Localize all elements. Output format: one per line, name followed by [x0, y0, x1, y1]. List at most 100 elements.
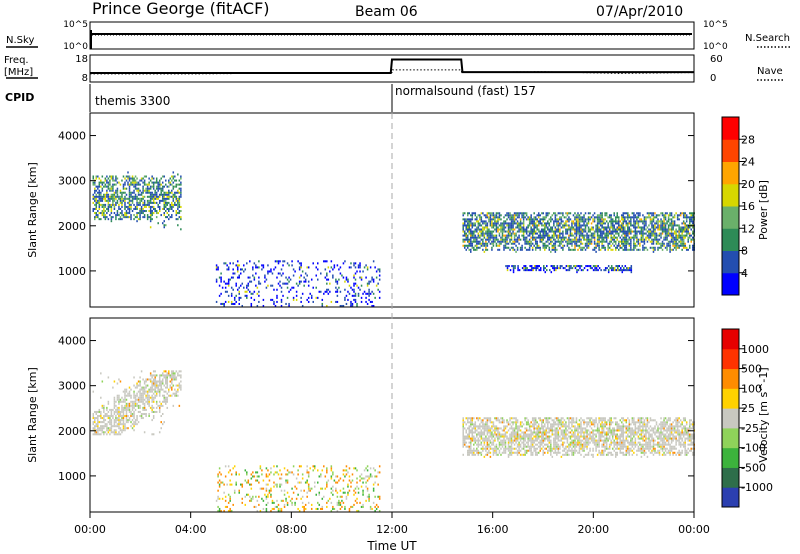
data-cell [152, 396, 155, 399]
data-cell [365, 475, 367, 478]
data-cell [368, 497, 370, 500]
data-cell [350, 485, 352, 488]
data-cell [267, 483, 269, 486]
data-cell [598, 214, 600, 217]
data-cell [310, 503, 313, 506]
data-cell [255, 479, 257, 482]
data-cell [227, 501, 230, 504]
data-cell [474, 441, 477, 444]
data-cell [470, 451, 472, 454]
data-cell [491, 230, 493, 233]
data-cell [124, 423, 126, 426]
data-cell [524, 216, 526, 219]
data-cell [684, 242, 686, 245]
data-cell [357, 286, 360, 289]
data-cell [592, 248, 594, 251]
data-cell [507, 449, 510, 452]
data-cell [230, 300, 233, 303]
data-cell [152, 380, 155, 383]
data-cell [128, 195, 131, 198]
data-cell [492, 226, 495, 229]
data-cell [235, 473, 237, 476]
data-cell [495, 451, 498, 454]
data-cell [131, 423, 134, 426]
data-cell [342, 479, 345, 482]
data-cell [463, 441, 466, 444]
data-cell [622, 236, 625, 239]
data-cell [139, 212, 141, 215]
data-cell [595, 269, 598, 272]
data-cell [259, 467, 262, 470]
data-cell [557, 240, 560, 243]
data-cell [678, 230, 680, 233]
data-cell [244, 479, 247, 482]
data-cell [166, 400, 169, 403]
data-cell [127, 177, 129, 180]
data-cell [660, 222, 662, 225]
data-cell [527, 224, 529, 227]
data-cell [470, 234, 472, 237]
data-cell [103, 185, 105, 188]
data-cell [121, 218, 123, 221]
data-cell [519, 246, 522, 249]
data-cell [571, 240, 573, 243]
data-cell [501, 439, 504, 442]
data-cell [678, 236, 680, 239]
data-cell [94, 421, 96, 424]
data-cell [224, 475, 227, 478]
data-cell [633, 240, 635, 243]
data-cell [497, 453, 499, 456]
data-cell [239, 268, 242, 271]
data-cell [98, 197, 101, 200]
data-cell [252, 495, 254, 498]
data-cell [356, 302, 358, 305]
data-cell [506, 265, 509, 268]
data-cell [622, 232, 625, 235]
data-cell [512, 427, 514, 430]
data-cell [643, 224, 646, 227]
data-cell [98, 205, 101, 208]
data-cell [112, 216, 114, 219]
data-cell [628, 248, 631, 251]
data-cell [262, 266, 265, 269]
data-cell [345, 473, 348, 476]
data-cell [98, 189, 101, 192]
data-cell [161, 175, 164, 178]
data-cell [298, 282, 301, 285]
data-cell [536, 228, 538, 231]
data-cell [124, 427, 126, 430]
data-cell [94, 181, 96, 184]
data-cell [107, 201, 110, 204]
data-cell [477, 226, 480, 229]
data-cell [578, 246, 581, 249]
data-cell [567, 265, 569, 268]
data-cell [583, 218, 585, 221]
data-cell [501, 421, 504, 424]
data-cell [682, 214, 685, 217]
data-cell [94, 183, 96, 186]
data-cell [510, 443, 513, 446]
data-cell [670, 226, 673, 229]
data-cell [130, 421, 132, 424]
data-cell [595, 216, 597, 219]
data-cell [463, 437, 466, 440]
data-cell [512, 230, 514, 233]
data-cell [544, 216, 546, 219]
data-cell [124, 197, 126, 200]
data-cell [133, 185, 135, 188]
data-cell [270, 268, 272, 271]
data-cell [140, 210, 143, 213]
data-cell [462, 419, 464, 422]
data-cell [565, 216, 567, 219]
data-cell [261, 268, 263, 271]
data-cell [106, 193, 108, 196]
data-cell [326, 467, 328, 470]
data-cell [92, 181, 95, 184]
data-cell [326, 272, 328, 275]
data-cell [663, 220, 665, 223]
data-cell [495, 433, 498, 436]
data-cell [512, 222, 514, 225]
data-cell [574, 240, 576, 243]
data-cell [547, 240, 549, 243]
data-cell [232, 272, 234, 275]
